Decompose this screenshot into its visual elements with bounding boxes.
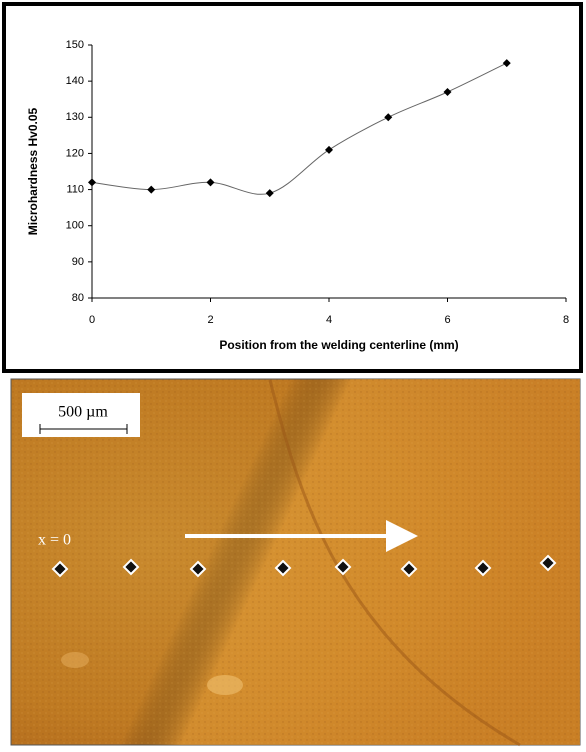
x-axis-label: Position from the welding centerline (mm… — [219, 338, 458, 352]
indent — [189, 560, 207, 578]
y-tick-label: 80 — [72, 292, 84, 304]
bright-spot — [207, 675, 243, 695]
y-tick-label: 120 — [66, 147, 84, 159]
marker — [147, 185, 156, 194]
indent — [539, 554, 557, 572]
x-tick-label: 0 — [89, 314, 95, 326]
micrograph: 500 µm x = 0 — [10, 378, 581, 747]
marker — [443, 87, 452, 96]
y-tick-label: 150 — [66, 39, 84, 51]
x-tick-label: 4 — [326, 314, 332, 326]
indent — [400, 560, 418, 578]
scale-bar-label: 500 µm — [58, 404, 108, 421]
indents — [51, 554, 557, 578]
marker — [325, 145, 333, 154]
bright-spot — [61, 652, 89, 668]
chart-frame — [2, 2, 583, 373]
marker — [265, 189, 274, 198]
indent — [51, 560, 69, 578]
x-tick-label: 8 — [563, 314, 569, 326]
y-tick-label: 100 — [66, 220, 84, 232]
x-tick-label: 2 — [207, 314, 213, 326]
y-tick-label: 90 — [72, 256, 84, 268]
origin-label: x = 0 — [38, 532, 71, 549]
marker — [88, 178, 96, 187]
indent — [474, 559, 492, 577]
marker — [384, 113, 393, 122]
scale-bar-box — [22, 393, 140, 437]
y-axis-label: Microhardness Hv0.05 — [26, 107, 40, 235]
line — [91, 62, 507, 195]
y-tick-label: 110 — [66, 183, 84, 195]
y-tick-label: 140 — [66, 75, 84, 87]
indent — [334, 558, 352, 576]
x-tick-label: 6 — [444, 314, 450, 326]
marker — [502, 59, 511, 68]
y-tick-label: 130 — [66, 111, 84, 123]
chart: 80 90 100 110 120 130 140 150 0 2 4 6 8 Position from… — [26, 39, 569, 352]
indent — [274, 559, 292, 577]
marker — [206, 178, 215, 187]
indent — [122, 558, 140, 576]
